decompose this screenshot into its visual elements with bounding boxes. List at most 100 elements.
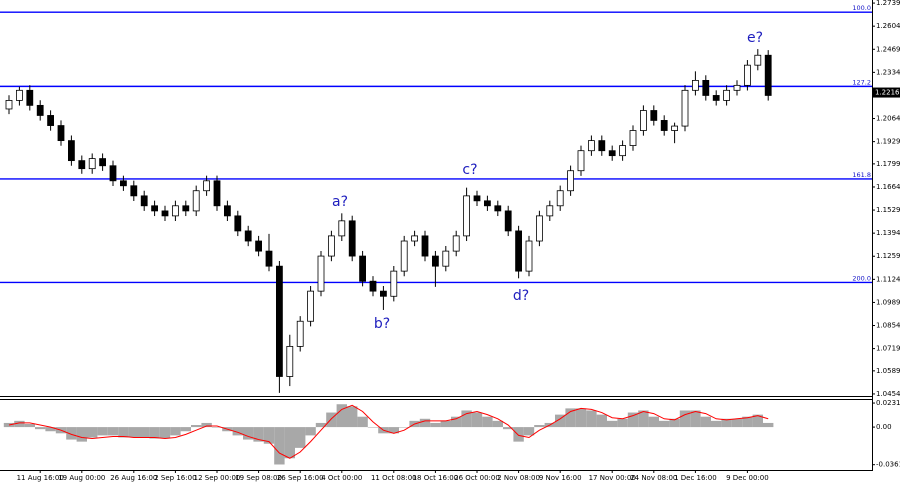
- x-tick-label: 11 Oct 08:00: [371, 474, 417, 482]
- indicator-y-tick-label: 0.02314: [876, 399, 900, 407]
- histogram-bar: [284, 427, 295, 459]
- histogram-bar: [461, 410, 472, 428]
- x-tick-label: 12 Sep 00:00: [194, 474, 241, 482]
- wave-label: d?: [513, 288, 529, 304]
- histogram-bar: [679, 410, 691, 428]
- candle-body: [140, 195, 148, 207]
- y-tick-label: 1.1529: [876, 206, 900, 214]
- x-tick-label: 4 Oct 00:00: [321, 474, 362, 482]
- wave-label: a?: [332, 194, 348, 210]
- candle-body: [130, 185, 138, 197]
- wave-label: b?: [374, 316, 390, 332]
- candle-body: [88, 158, 96, 170]
- candle-body: [577, 150, 585, 172]
- candle-body: [681, 89, 689, 127]
- histogram-bar: [24, 423, 35, 428]
- x-tick-label: 2 Nov 08:00: [497, 474, 540, 482]
- candle-body: [712, 95, 720, 101]
- candle-body: [57, 125, 65, 142]
- x-tick-label: 26 Sep 16:00: [277, 474, 324, 482]
- y-tick-label: 1.0719: [876, 345, 900, 353]
- candle-body: [608, 150, 616, 157]
- histogram-bar: [617, 418, 628, 428]
- y-tick-label: 1.1394: [876, 229, 900, 237]
- candle-body: [120, 180, 127, 187]
- histogram-bar: [180, 427, 191, 432]
- candle-body: [68, 140, 75, 162]
- histogram-bar: [721, 418, 732, 428]
- histogram-bar: [731, 418, 743, 428]
- histogram-bar: [45, 427, 56, 432]
- y-tick-label: 1.1124: [876, 275, 900, 283]
- candle-body: [504, 210, 512, 232]
- histogram-bar: [659, 420, 670, 428]
- histogram-bar: [451, 416, 462, 428]
- histogram-bar: [419, 418, 431, 428]
- candle-body: [702, 79, 710, 96]
- histogram-bar: [357, 416, 368, 428]
- histogram-bar: [347, 406, 358, 428]
- candle-body: [182, 205, 190, 212]
- histogram-bar: [482, 416, 493, 428]
- x-tick-label: 19 Sep 08:00: [235, 474, 282, 482]
- histogram-bar: [76, 427, 87, 442]
- candle-body: [192, 190, 200, 212]
- y-tick-label: 1.2064: [876, 115, 900, 123]
- candle-body: [421, 235, 429, 257]
- candle-body: [296, 320, 304, 347]
- candle-body: [203, 180, 211, 192]
- candle-body: [640, 110, 647, 131]
- candle-body: [244, 230, 252, 242]
- level-label: 200.0: [852, 274, 871, 282]
- candle-body: [36, 104, 44, 116]
- histogram-bar: [87, 427, 98, 438]
- y-tick-label: 1.1259: [876, 252, 900, 260]
- candle-body: [369, 280, 377, 292]
- x-tick-label: 11 Aug 16:00: [17, 474, 64, 482]
- candle-body: [619, 145, 626, 157]
- histogram-bar: [305, 427, 316, 436]
- y-tick-label: 1.0454: [876, 390, 900, 398]
- histogram-bar: [492, 420, 503, 428]
- wave-label: c?: [462, 162, 477, 178]
- histogram-bar: [211, 427, 223, 428]
- candle-body: [452, 235, 460, 252]
- candle-body: [483, 200, 491, 207]
- candle-body: [15, 89, 23, 101]
- histogram-bar: [35, 427, 46, 430]
- histogram-bar: [139, 427, 150, 438]
- histogram-bar: [253, 427, 264, 442]
- x-tick-label: 24 Nov 08:00: [630, 474, 677, 482]
- histogram-bar: [295, 427, 306, 448]
- level-label: 127.2: [852, 78, 871, 86]
- histogram-bar: [503, 427, 514, 430]
- x-tick-label: 18 Oct 16:00: [413, 474, 459, 482]
- candle-body: [473, 195, 481, 202]
- y-tick-label: 1.1664: [876, 183, 900, 191]
- x-tick-label: 2 Sep 16:00: [154, 474, 196, 482]
- candle-body: [598, 140, 606, 152]
- histogram-bar: [263, 427, 275, 444]
- x-tick-label: 19 Aug 00:00: [58, 474, 105, 482]
- histogram-bar: [274, 427, 285, 465]
- histogram-bar: [471, 412, 483, 428]
- last-price-box: [872, 87, 900, 98]
- x-tick-label: 26 Aug 16:00: [110, 474, 157, 482]
- candle-body: [348, 220, 356, 257]
- histogram-bar: [752, 414, 763, 428]
- candle-body: [265, 250, 273, 267]
- histogram-bar: [149, 427, 160, 439]
- y-tick-label: 1.2334: [876, 68, 900, 76]
- candle-body: [660, 120, 668, 131]
- y-tick-label: 1.0854: [876, 322, 900, 330]
- candle-body: [213, 180, 221, 207]
- candle-body: [223, 205, 231, 217]
- candle-body: [390, 270, 398, 297]
- candle-body: [515, 230, 522, 272]
- y-tick-label: 1.0989: [876, 298, 900, 306]
- histogram-bar: [523, 427, 535, 436]
- y-tick-label: 1.2739: [876, 0, 900, 7]
- candle-body: [650, 110, 658, 121]
- candle-body: [307, 290, 315, 322]
